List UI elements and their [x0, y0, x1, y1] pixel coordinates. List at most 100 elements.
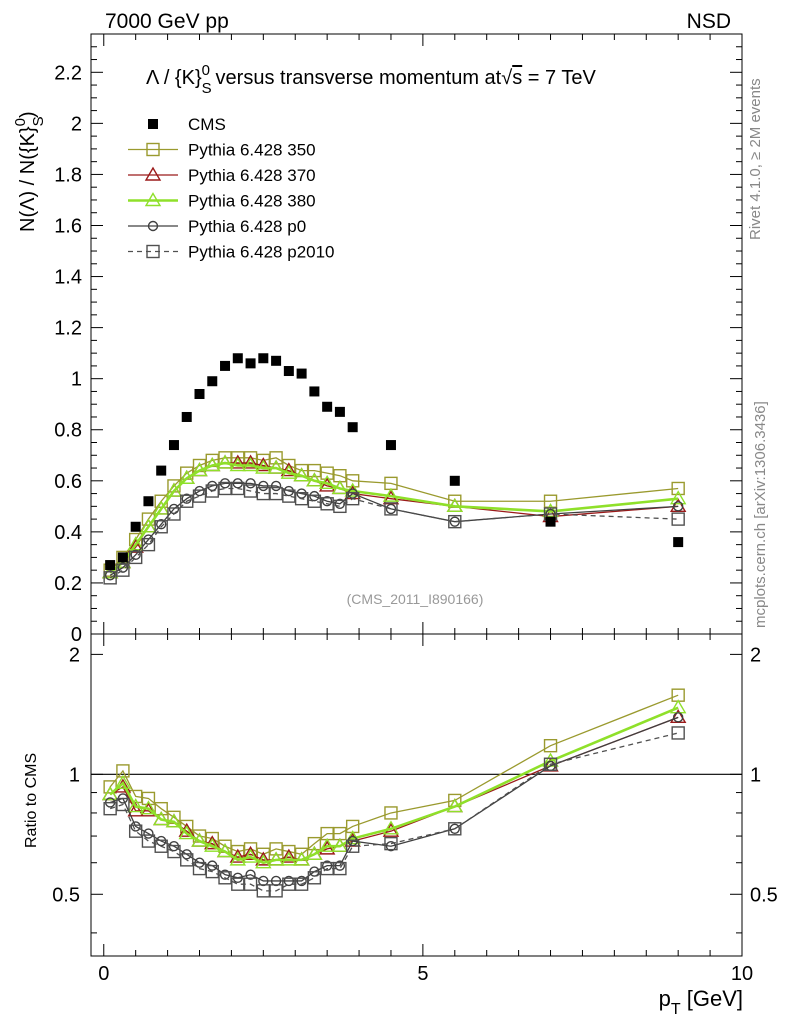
legend-item-pythia-6-428-380: Pythia 6.428 380 [128, 192, 316, 211]
legend-label: Pythia 6.428 380 [188, 192, 316, 211]
series-line [109, 462, 679, 574]
data-point [545, 516, 556, 527]
ratio-point [267, 851, 285, 866]
data-point [181, 493, 192, 504]
legend-marker [146, 142, 160, 157]
data-point [231, 481, 245, 496]
ratio-point [384, 806, 398, 820]
ratio-point [347, 835, 358, 847]
data-point [306, 472, 323, 487]
data-point [194, 389, 205, 399]
data-point [269, 451, 283, 465]
ratio-point [255, 851, 272, 866]
data-point [385, 503, 397, 515]
data-point [283, 485, 295, 497]
data-point [385, 440, 396, 451]
series-pythia-6-428-p2010 [103, 481, 685, 585]
legend-marker [147, 220, 159, 232]
ratio-point [141, 834, 156, 848]
data-point [168, 440, 179, 451]
legend-item-cms: CMS [148, 115, 226, 134]
ratio-pythia-6-428-370 [101, 708, 687, 866]
header-process: NSD [687, 10, 731, 33]
series-pythia-6-428-350 [103, 451, 685, 577]
ratio-point [204, 837, 221, 852]
y-tick-label: 1.4 [54, 267, 82, 289]
data-point [220, 360, 231, 371]
ratio-pythia-6-428-380 [101, 699, 687, 869]
data-point [267, 459, 285, 474]
data-point [243, 484, 258, 498]
ratio-point [140, 802, 157, 817]
ratio-point [280, 851, 298, 866]
ratio-point [178, 825, 195, 840]
ratio-point [242, 845, 259, 860]
ratio-point [127, 798, 144, 813]
y-tick-label: 0.4 [54, 522, 82, 544]
y-tick-label: 1.6 [54, 215, 82, 237]
legend-marker [146, 244, 160, 259]
y-tick-label: 2.2 [54, 62, 82, 84]
ratio-point [154, 839, 168, 853]
data-point [347, 422, 358, 433]
ratio-point [671, 726, 685, 740]
ratio-point [140, 800, 157, 815]
data-point [269, 486, 283, 501]
data-point [242, 454, 259, 469]
data-point [104, 570, 116, 581]
data-point [280, 462, 298, 477]
ratio-point [180, 853, 194, 867]
data-point [309, 386, 320, 397]
ratio-point [331, 837, 349, 852]
ratio-point [242, 848, 259, 863]
header-energy: 7000 GeV pp [105, 10, 229, 33]
ratio-point [256, 884, 271, 898]
data-point [320, 497, 334, 511]
data-point [194, 485, 205, 497]
y-tick-label: 2 [71, 113, 82, 135]
series-pythia-6-428-370 [101, 454, 687, 579]
ratio-point [204, 835, 221, 850]
ratio-point [130, 821, 141, 832]
data-point [231, 451, 245, 465]
analysis-tag: (CMS_2011_I890166) [347, 591, 484, 607]
legend-label: CMS [188, 115, 226, 134]
data-point [293, 467, 310, 482]
ratio-point [448, 822, 462, 836]
ratio-point [216, 843, 234, 858]
data-point [167, 507, 181, 521]
data-point [449, 475, 460, 486]
y-axis-label: N(Λ) / N({K}S0) [12, 111, 47, 232]
legend-item-pythia-6-428-350: Pythia 6.428 350 [128, 141, 316, 160]
ratio-point [282, 877, 296, 891]
data-point [446, 497, 464, 513]
legend-marker [144, 192, 162, 207]
series-line [109, 457, 679, 571]
chart-title: Λ / {K}S0 versus transverse momentum at√… [146, 62, 596, 97]
ratio-point [672, 712, 684, 723]
ratio-point [333, 861, 347, 876]
data-point [207, 376, 218, 387]
data-point [258, 480, 269, 492]
ratio-tick-label: 0.5 [750, 884, 778, 906]
ratio-point [345, 839, 360, 853]
data-point [130, 521, 141, 532]
x-tick-label: 10 [731, 963, 753, 985]
x-tick-label: 0 [98, 963, 109, 985]
data-point [205, 484, 219, 498]
ratio-point [294, 877, 309, 891]
data-point [282, 489, 296, 503]
ratio-tick-label: 2 [69, 644, 80, 666]
ratio-point [269, 884, 283, 898]
data-point [345, 491, 360, 506]
legend-label: Pythia 6.428 350 [188, 141, 316, 160]
y-tick-label: 1.2 [54, 318, 82, 340]
ratio-point [154, 801, 168, 816]
data-point [256, 486, 271, 501]
data-point [127, 536, 144, 551]
data-point [258, 353, 269, 364]
mcplots-credit-label: mcplots.cern.ch [arXiv:1306.3436] [752, 401, 769, 628]
y-tick-label: 0.6 [54, 471, 82, 493]
ratio-point [255, 854, 272, 869]
